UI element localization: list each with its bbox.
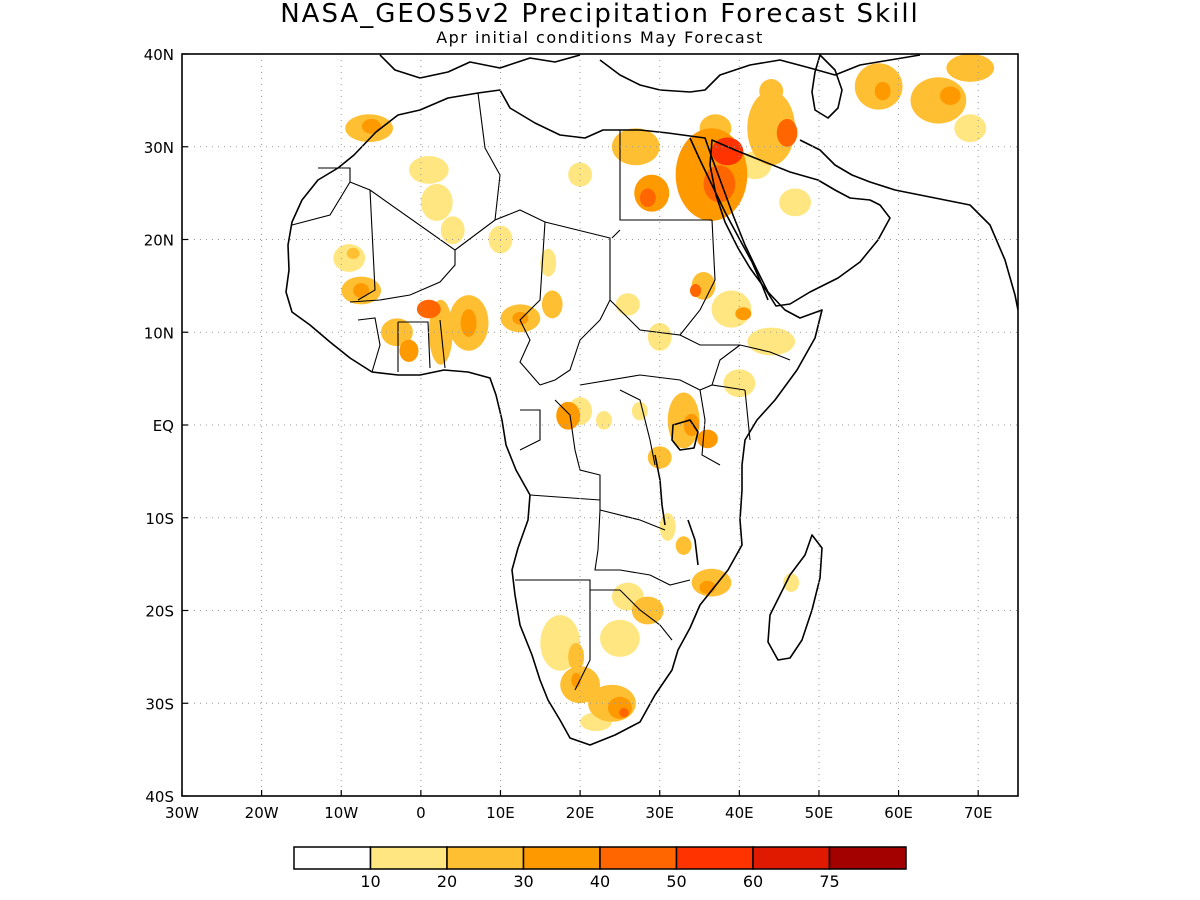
skill-region <box>874 81 891 101</box>
skill-region <box>600 619 640 657</box>
y-tick-label: 30N <box>144 139 174 157</box>
colorbar-label: 40 <box>590 872 610 891</box>
skill-region <box>776 118 798 147</box>
skill-region <box>568 642 585 671</box>
colorbar-label: 30 <box>513 872 533 891</box>
skill-region <box>699 580 716 594</box>
x-axis-ticks: 30W 20W 10W 0 10E 20E 30E 40E 50E 60E 70E <box>165 790 992 822</box>
colorbar-label: 60 <box>743 872 763 891</box>
skill-region <box>460 309 477 337</box>
colorbar-swatch <box>522 846 601 870</box>
country-borders <box>291 92 791 691</box>
skill-region <box>703 165 736 203</box>
colorbar-label: 20 <box>437 872 457 891</box>
arabia-coastline <box>709 139 891 307</box>
x-tick-label: 60E <box>884 804 913 822</box>
skill-region <box>639 188 656 208</box>
colorbar-swatch <box>828 846 907 870</box>
x-tick-label: 10E <box>486 804 515 822</box>
lake-tanganyika <box>654 454 666 526</box>
skill-region <box>619 707 629 718</box>
y-tick-label: 20N <box>144 232 174 250</box>
colorbar-swatch <box>369 846 448 870</box>
skill-region <box>711 137 744 166</box>
skill-region <box>420 183 453 221</box>
skill-region <box>747 327 796 356</box>
persian-gulf-coast <box>799 139 1018 311</box>
skill-region <box>540 248 557 277</box>
madagascar-coastline <box>767 534 823 661</box>
colorbar: 10 20 30 40 50 60 75 <box>293 846 907 891</box>
lake-victoria <box>671 419 699 451</box>
skill-region <box>946 54 995 82</box>
x-tick-label: 40E <box>725 804 754 822</box>
colorbar-label: 50 <box>666 872 686 891</box>
colorbar-label: 10 <box>360 872 380 891</box>
y-tick-label: 10S <box>145 510 174 528</box>
skill-region <box>408 156 449 184</box>
skill-region <box>723 369 756 398</box>
skill-region <box>615 293 640 316</box>
x-tick-label: 50E <box>805 804 834 822</box>
x-tick-label: 10W <box>324 804 358 822</box>
x-tick-label: 20W <box>245 804 279 822</box>
skill-region <box>556 401 581 430</box>
mediterranean-north-coast <box>379 54 921 93</box>
colorbar-swatch <box>446 846 525 870</box>
skill-region <box>596 411 612 430</box>
skill-region <box>381 318 413 347</box>
colorbar-swatch <box>293 846 372 870</box>
y-tick-label: 10N <box>144 324 174 342</box>
skill-region <box>689 284 702 298</box>
skill-region <box>611 128 660 166</box>
x-tick-label: 30W <box>165 804 199 822</box>
x-tick-label: 20E <box>566 804 595 822</box>
skill-region <box>416 299 441 319</box>
skill-region <box>333 244 366 272</box>
caspian-coast <box>811 54 843 119</box>
grid-lines <box>182 54 1018 796</box>
x-tick-label: 30E <box>645 804 674 822</box>
skill-region <box>954 114 987 143</box>
chart-subtitle: Apr initial conditions May Forecast <box>436 28 764 47</box>
colorbar-swatch <box>675 846 754 870</box>
skill-region <box>440 216 465 245</box>
skill-region <box>631 401 648 421</box>
africa-coastline <box>285 89 823 746</box>
skill-region <box>735 307 752 321</box>
colorbar-swatch <box>752 846 831 870</box>
x-tick-label: 70E <box>964 804 993 822</box>
x-tick-label: 0 <box>416 804 426 822</box>
colorbar-label: 75 <box>819 872 839 891</box>
y-tick-label: EQ <box>153 417 174 435</box>
colorbar-swatch <box>599 846 678 870</box>
y-tick-label: 40S <box>145 788 174 806</box>
skill-region <box>399 339 419 362</box>
y-tick-label: 30S <box>145 695 174 713</box>
skill-region <box>759 79 784 104</box>
skill-region <box>697 429 718 449</box>
lake-malawi <box>687 519 699 566</box>
y-tick-label: 40N <box>144 46 174 64</box>
y-tick-label: 20S <box>145 603 174 621</box>
skill-region <box>939 86 961 106</box>
skill-region <box>346 247 360 259</box>
skill-region <box>779 188 811 217</box>
chart-title: NASA_GEOS5v2 Precipitation Forecast Skil… <box>280 0 920 29</box>
skill-region <box>353 283 370 298</box>
coastlines-layer <box>285 54 1018 746</box>
skill-region <box>361 118 382 134</box>
red-sea-coast <box>689 137 769 301</box>
skill-region <box>607 696 632 720</box>
skill-region <box>675 536 692 555</box>
skill-region <box>647 446 672 469</box>
skill-region <box>541 290 563 319</box>
skill-region <box>747 91 796 166</box>
country-borders-layer <box>291 92 791 691</box>
skill-region <box>631 596 664 625</box>
y-axis-ticks: 40N 30N 20N 10N EQ 10S 20S 30S 40S <box>144 46 188 806</box>
skill-region <box>783 573 800 592</box>
skill-region <box>683 413 700 437</box>
